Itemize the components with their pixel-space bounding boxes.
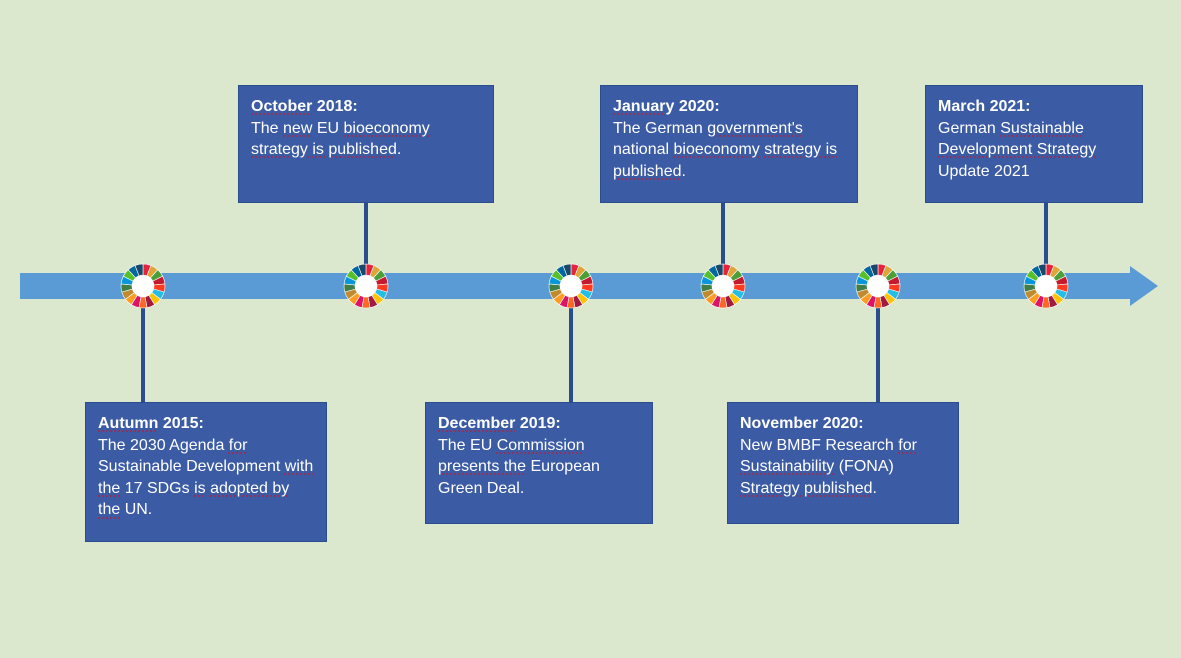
event-body: The EU Commission presents the European … xyxy=(438,435,640,500)
sdg-wheel-icon xyxy=(343,263,389,309)
event-box-e6: March 2021:German Sustainable Developmen… xyxy=(925,85,1143,203)
event-body: The new EU bioeconomy strategy is publis… xyxy=(251,118,481,161)
sdg-wheel-icon xyxy=(1023,263,1069,309)
event-box-e4: January 2020:The German government's nat… xyxy=(600,85,858,203)
event-box-e3: December 2019:The EU Commission presents… xyxy=(425,402,653,524)
timeline-arrowhead xyxy=(1130,266,1158,306)
event-box-e1: Autumn 2015:The 2030 Agenda for Sustaina… xyxy=(85,402,327,542)
event-date: November 2020: xyxy=(740,413,946,435)
event-box-e5: November 2020:New BMBF Research for Sust… xyxy=(727,402,959,524)
sdg-wheel-icon xyxy=(548,263,594,309)
sdg-wheel-icon xyxy=(700,263,746,309)
event-date: Autumn 2015: xyxy=(98,413,314,435)
event-body: The German government's national bioecon… xyxy=(613,118,845,183)
sdg-wheel-icon xyxy=(855,263,901,309)
event-box-e2: October 2018:The new EU bioeconomy strat… xyxy=(238,85,494,203)
event-body: New BMBF Research for Sustainability (FO… xyxy=(740,435,946,500)
event-date: January 2020: xyxy=(613,96,845,118)
event-date: December 2019: xyxy=(438,413,640,435)
event-body: The 2030 Agenda for Sustainable Developm… xyxy=(98,435,314,521)
timeline-canvas: Autumn 2015:The 2030 Agenda for Sustaina… xyxy=(0,0,1181,658)
event-date: October 2018: xyxy=(251,96,481,118)
sdg-wheel-icon xyxy=(120,263,166,309)
event-date: March 2021: xyxy=(938,96,1130,118)
event-body: German Sustainable Development Strategy … xyxy=(938,118,1130,183)
